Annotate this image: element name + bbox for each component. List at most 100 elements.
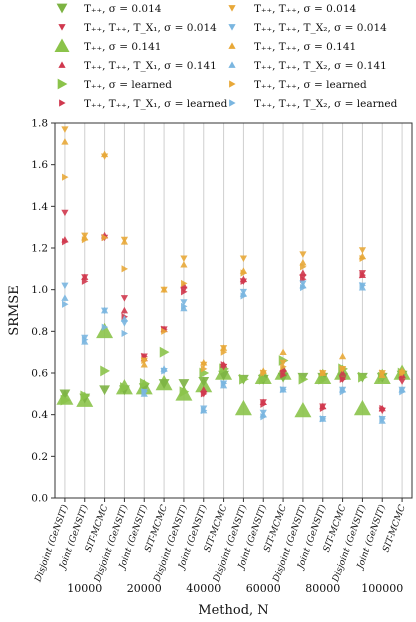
data-point bbox=[62, 173, 69, 181]
data-point bbox=[200, 358, 208, 366]
data-point bbox=[299, 269, 307, 276]
data-point bbox=[200, 390, 208, 398]
data-point bbox=[279, 348, 287, 356]
legend-entry: T₊₊, σ = 0.014 bbox=[84, 3, 162, 15]
data-point bbox=[240, 292, 248, 300]
data-point bbox=[101, 323, 109, 331]
group-label: 80000 bbox=[305, 582, 340, 595]
y-axis-title: SRMSE bbox=[7, 285, 22, 335]
data-point bbox=[159, 346, 170, 358]
data-point bbox=[120, 320, 129, 327]
data-point bbox=[260, 400, 267, 408]
y-tick-label: 0.8 bbox=[31, 326, 48, 338]
data-point bbox=[61, 126, 69, 133]
data-point bbox=[240, 277, 248, 285]
legend-marker bbox=[228, 42, 236, 49]
y-tick-label: 0.0 bbox=[31, 493, 48, 505]
data-point bbox=[339, 375, 347, 383]
group-label: 10000 bbox=[67, 582, 102, 595]
y-tick-label: 0.4 bbox=[31, 409, 48, 421]
data-point bbox=[318, 373, 329, 385]
data-point bbox=[200, 406, 208, 415]
y-tick-label: 1.6 bbox=[31, 159, 48, 171]
legend-marker bbox=[229, 99, 236, 107]
data-point bbox=[181, 288, 188, 296]
legend-entry: T₊₊, σ = 0.141 bbox=[84, 41, 161, 53]
data-point bbox=[300, 263, 307, 271]
data-point bbox=[96, 322, 114, 339]
group-label: 20000 bbox=[127, 582, 162, 595]
data-point bbox=[300, 283, 307, 292]
legend-marker bbox=[59, 99, 66, 107]
legend-entry: T₊₊, T₊₊, T_X₂, σ = 0.014 bbox=[254, 22, 387, 34]
data-point bbox=[338, 369, 347, 376]
data-point bbox=[61, 282, 69, 290]
data-point bbox=[179, 386, 190, 398]
data-point bbox=[298, 373, 309, 385]
data-point bbox=[239, 255, 248, 263]
legend-entry: T₊₊, T₊₊, T_X₂, σ = learned bbox=[254, 98, 398, 110]
data-point bbox=[299, 251, 307, 258]
data-point bbox=[399, 369, 406, 377]
data-point bbox=[120, 382, 130, 393]
y-tick-label: 0.6 bbox=[31, 368, 48, 380]
data-point bbox=[240, 269, 248, 277]
data-point bbox=[178, 379, 190, 389]
data-point bbox=[220, 361, 228, 369]
data-point bbox=[358, 371, 368, 383]
data-point bbox=[120, 306, 129, 314]
legend-marker bbox=[228, 5, 236, 12]
group-label: 100000 bbox=[361, 582, 403, 595]
data-point bbox=[60, 394, 71, 406]
y-tick-label: 1.4 bbox=[31, 201, 48, 213]
data-point bbox=[101, 233, 109, 242]
data-point bbox=[61, 138, 69, 145]
data-point bbox=[161, 367, 168, 375]
data-point bbox=[280, 386, 287, 394]
data-point bbox=[258, 373, 269, 385]
data-point bbox=[220, 379, 228, 388]
data-point bbox=[399, 388, 406, 396]
data-point bbox=[139, 378, 150, 389]
data-point bbox=[260, 369, 267, 377]
y-tick-label: 0.2 bbox=[31, 451, 48, 463]
data-point bbox=[234, 399, 252, 416]
data-point bbox=[160, 286, 168, 293]
data-point bbox=[239, 373, 249, 385]
data-point bbox=[359, 281, 367, 290]
data-point bbox=[260, 413, 267, 421]
data-point bbox=[358, 247, 367, 254]
data-point bbox=[81, 236, 89, 244]
legend-entry: T₊₊, T₊₊, σ = learned bbox=[254, 79, 367, 91]
legend-entry: T₊₊, T₊₊, T_X₁, σ = learned bbox=[84, 98, 228, 110]
data-point bbox=[161, 327, 168, 335]
data-point bbox=[359, 254, 367, 263]
data-point bbox=[379, 404, 386, 413]
legend-marker bbox=[58, 24, 66, 31]
legend-entry: T₊₊, T₊₊, σ = 0.014 bbox=[254, 3, 357, 15]
data-point bbox=[359, 271, 367, 279]
legend-entry: T₊₊, T₊₊, σ = 0.141 bbox=[254, 41, 356, 53]
plot-frame bbox=[54, 122, 413, 499]
legend-marker bbox=[229, 80, 236, 88]
legend-entry: T₊₊, T₊₊, T_X₁, σ = 0.141 bbox=[84, 60, 217, 72]
group-label: 40000 bbox=[186, 582, 221, 595]
data-point bbox=[339, 365, 347, 373]
data-point bbox=[319, 415, 327, 423]
data-point bbox=[121, 329, 129, 338]
data-point bbox=[319, 369, 327, 377]
legend-entry: T₊₊, T₊₊, T_X₂, σ = 0.141 bbox=[254, 60, 387, 72]
data-point bbox=[294, 402, 312, 418]
legend-marker bbox=[228, 61, 236, 68]
data-point bbox=[180, 261, 188, 268]
data-point bbox=[200, 365, 208, 373]
data-point bbox=[100, 365, 110, 377]
data-point bbox=[220, 348, 228, 356]
data-point bbox=[99, 385, 110, 396]
data-point bbox=[100, 150, 109, 158]
data-point bbox=[120, 238, 129, 245]
data-point bbox=[120, 295, 129, 302]
y-tick-label: 1.2 bbox=[31, 243, 48, 255]
data-point bbox=[100, 306, 109, 314]
group-label: 60000 bbox=[246, 582, 281, 595]
